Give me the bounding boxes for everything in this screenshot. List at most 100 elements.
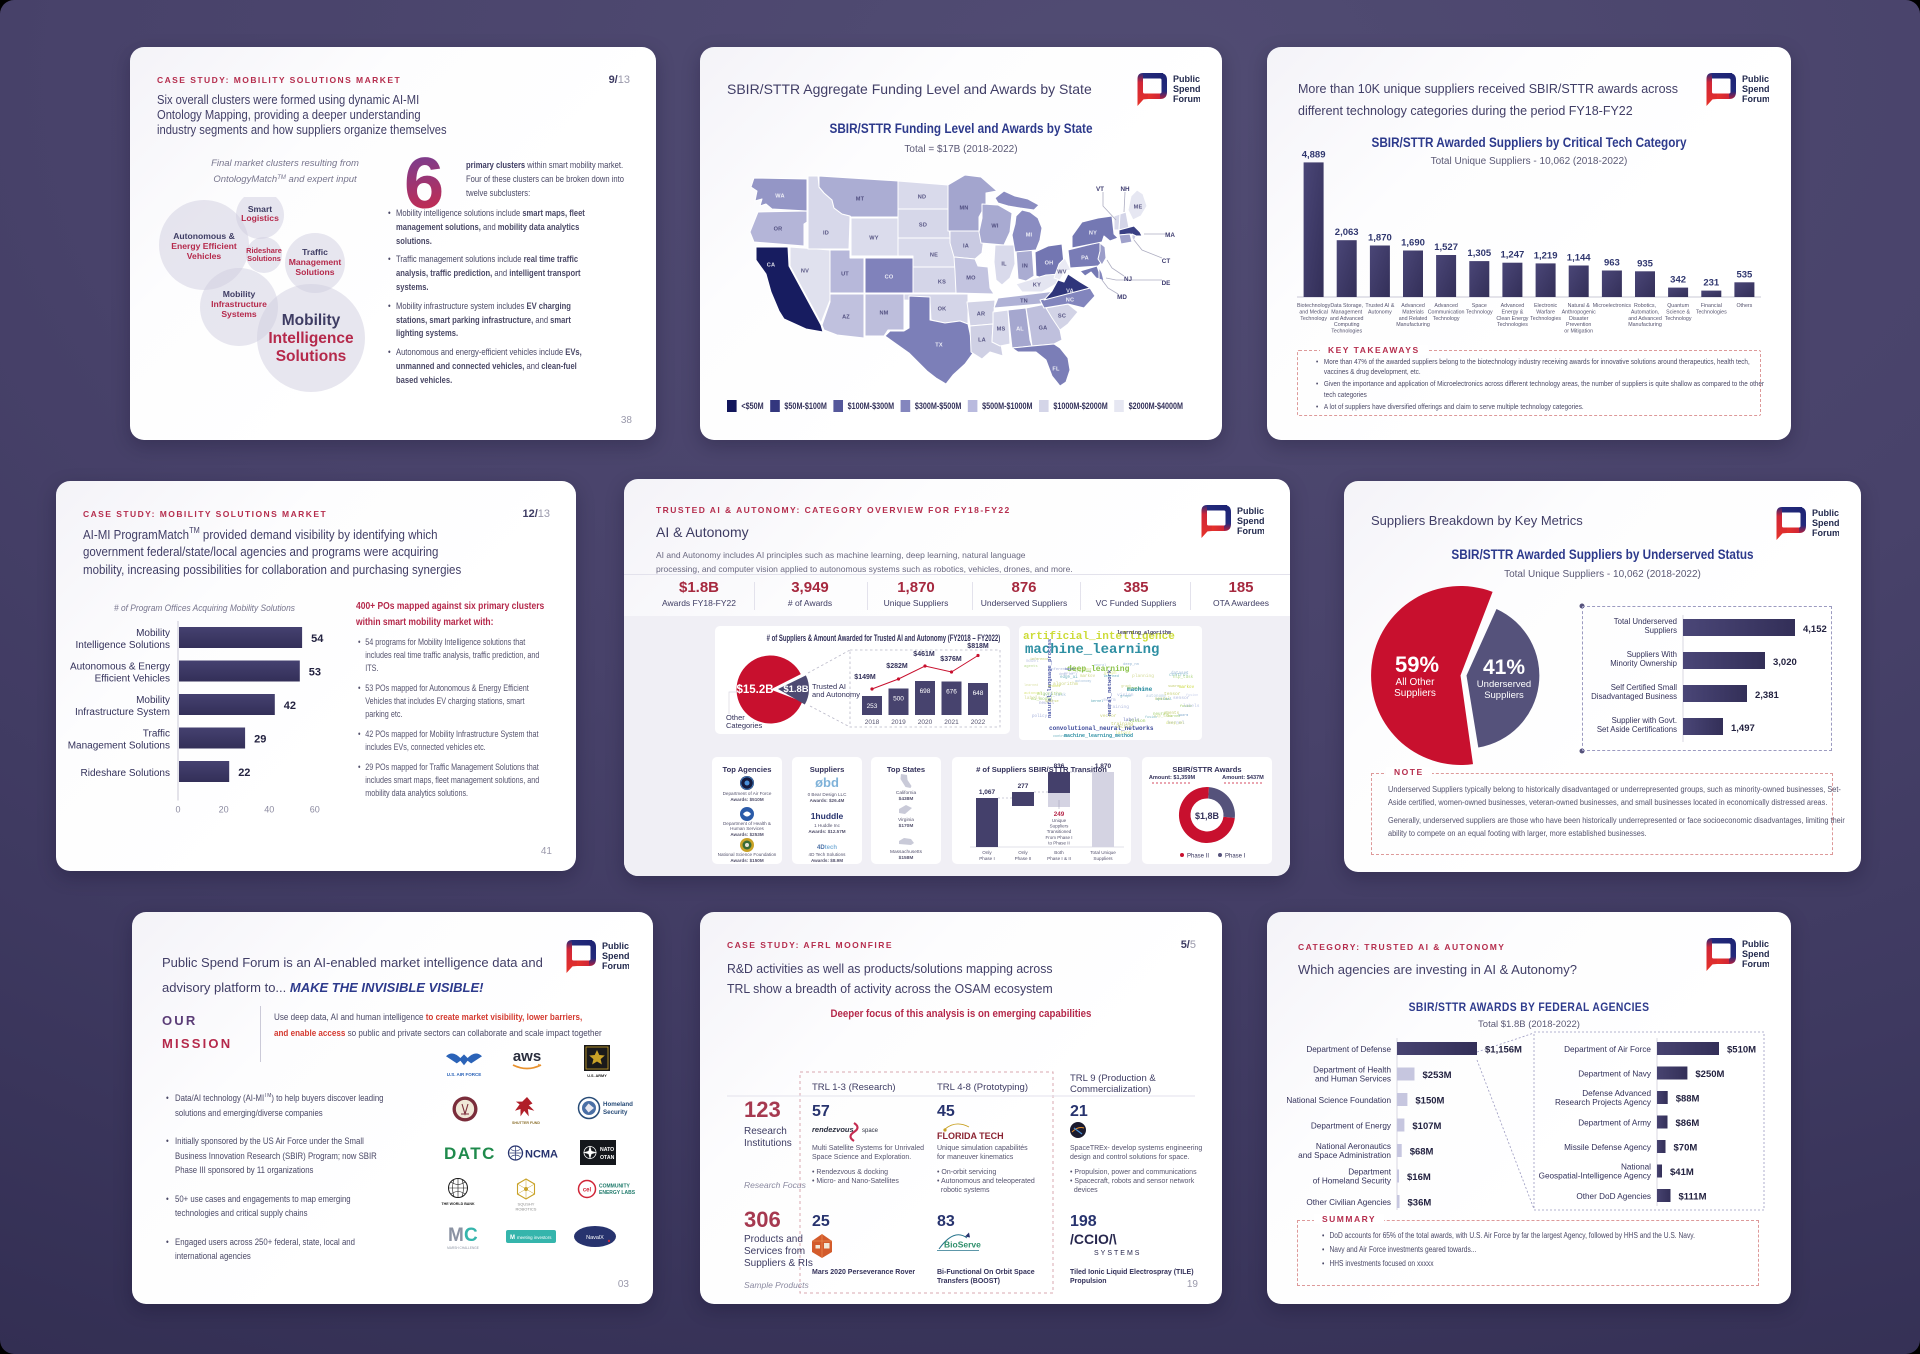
svg-text:Natural &: Natural & [1568,303,1591,309]
svg-text:Advanced: Advanced [1434,303,1458,309]
svg-text:NY: NY [1089,231,1097,237]
svg-text:drones: drones [1048,684,1060,689]
svg-text:graph: graph [1120,694,1131,699]
svg-text:1,497: 1,497 [1731,723,1755,734]
svg-text:Mars 2020 Perseverance Rover: Mars 2020 Perseverance Rover [812,1269,915,1276]
svg-text:2020: 2020 [918,719,933,726]
svg-text:and Related: and Related [1399,316,1428,322]
svg-text:bayes: bayes [1065,667,1075,672]
svg-text:$107M: $107M [1412,1121,1441,1132]
svg-text:Management: Management [1331,309,1362,315]
svg-text:Only: Only [982,850,992,855]
svg-text:Others: Others [1736,303,1752,309]
svg-text:Forum: Forum [1742,94,1769,104]
svg-text:Geospatial-Intelligence Agency: Geospatial-Intelligence Agency [1539,1172,1652,1181]
svg-text:kernel: kernel [1168,720,1185,726]
svg-text:U.S. AIR FORCE: U.S. AIR FORCE [447,1072,482,1077]
svg-text:training: training [1111,721,1133,727]
svg-text:tensor: tensor [1164,691,1181,697]
svg-text:CA: CA [767,263,775,269]
svg-text:Awards: $150M: Awards: $150M [730,858,764,863]
svg-text:Technology: Technology [1433,316,1460,322]
svg-text:CO: CO [885,275,894,281]
svg-text:training: training [1107,704,1129,710]
svg-text:Department of Energy: Department of Energy [1311,1122,1392,1131]
svg-text:Security: Security [603,1109,628,1116]
svg-text:1,247: 1,247 [1501,250,1525,261]
svg-text:M: M [448,1225,464,1246]
svg-text:$818M: $818M [967,643,989,650]
svg-text:Automation,: Automation, [1631,309,1659,315]
svg-text:$41M: $41M [1670,1167,1694,1178]
svg-text:1,690: 1,690 [1401,238,1425,249]
svg-text:kernel: kernel [1091,699,1103,704]
svg-text:algorithm: algorithm [1037,691,1062,697]
svg-text:latent: latent [1115,730,1132,736]
svg-text:agents: agents [1024,665,1038,669]
svg-text:1,067: 1,067 [979,789,996,796]
svg-text:autonomy: autonomy [1146,695,1167,699]
svg-text:21: 21 [1070,1103,1088,1120]
svg-text:ROBOTICS: ROBOTICS [516,1207,537,1212]
svg-text:Forum: Forum [602,961,629,971]
svg-text:0: 0 [175,805,180,815]
svg-text:robotic systems: robotic systems [937,1187,990,1194]
svg-text:SQUSHY: SQUSHY [518,1202,535,1207]
svg-text:20: 20 [219,805,229,815]
svg-text:Awards: $8.9M: Awards: $8.9M [811,858,843,863]
svg-text:NV: NV [801,269,809,275]
svg-text:$282M: $282M [886,663,908,670]
svg-text:Traffic: Traffic [302,247,328,257]
svg-text:algorithm: algorithm [1053,681,1078,687]
svg-text:Awards: $12.57M: Awards: $12.57M [808,829,845,834]
svg-text:Logistics: Logistics [241,213,279,223]
svg-text:Microelectronics: Microelectronics [1593,303,1632,309]
svg-text:$150M: $150M [1415,1096,1444,1107]
svg-text:autonomy: autonomy [1075,680,1091,684]
svg-text:25: 25 [812,1213,830,1230]
svg-text:Energy &: Energy & [1502,309,1524,315]
svg-text:Rideshare Solutions: Rideshare Solutions [81,768,171,779]
svg-text:4D Tech Solutions: 4D Tech Solutions [809,852,847,857]
svg-text:1,870: 1,870 [1095,763,1112,770]
svg-text:Computing: Computing [1334,322,1360,328]
svg-text:Smart: Smart [248,204,272,214]
svg-text:Department of Air Force: Department of Air Force [723,791,772,796]
svg-text:4,152: 4,152 [1803,624,1827,635]
svg-text:MA: MA [1165,232,1175,239]
svg-text:National Science Foundation: National Science Foundation [1286,1096,1391,1105]
svg-text:Intelligence Solutions: Intelligence Solutions [75,640,170,651]
svg-text:1,219: 1,219 [1534,250,1558,261]
svg-text:54: 54 [311,633,324,645]
svg-text:Solutions: Solutions [295,267,334,277]
svg-text:$149M: $149M [854,674,876,681]
svg-text:FL: FL [1052,367,1060,373]
svg-text:KS: KS [938,280,946,286]
svg-text:California: California [896,790,917,796]
svg-text:Autonomous &: Autonomous & [173,231,235,241]
svg-text:sparse: sparse [1045,699,1059,704]
svg-text:Spend: Spend [1173,84,1200,94]
svg-text:OR: OR [774,227,783,233]
svg-text:agents: agents [1164,712,1180,716]
svg-text:Autonomy: Autonomy [1368,309,1392,315]
svg-text:1,144: 1,144 [1567,253,1591,264]
svg-text:Both: Both [1054,850,1064,855]
svg-text:Categories: Categories [726,721,763,730]
svg-text:NM: NM [879,311,888,317]
svg-text:Multi Satellite Systems for Un: Multi Satellite Systems for Unrivaled [812,1145,924,1152]
svg-text:/CCIO/\: /CCIO/\ [1070,1231,1117,1247]
svg-text:neural: neural [1039,701,1055,706]
svg-text:Trusted AI: Trusted AI [812,682,846,691]
svg-text:and Advanced: and Advanced [1628,316,1662,322]
svg-text:• Autonomous and teleoperated: • Autonomous and teleoperated [937,1178,1035,1185]
svg-text:dataset: dataset [1171,671,1189,676]
svg-text:Rideshare: Rideshare [246,246,282,255]
svg-text:Suppliers: Suppliers [1644,626,1677,635]
svg-text:Minority Ownership: Minority Ownership [1610,659,1677,668]
svg-text:Department of Navy: Department of Navy [1578,1070,1652,1079]
svg-text:Advanced: Advanced [1501,303,1525,309]
svg-text:WI: WI [991,224,998,230]
svg-text:Phase I: Phase I [1225,854,1246,860]
svg-text:Mobility: Mobility [136,695,170,706]
